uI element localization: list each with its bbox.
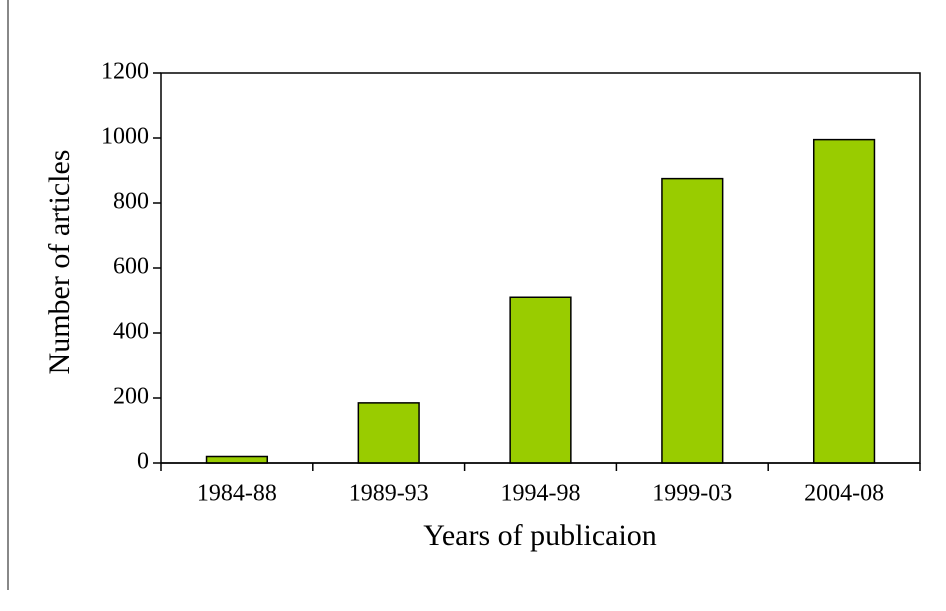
x-tick-label: 1994-98 <box>501 481 581 507</box>
x-tick-label: 1989-93 <box>349 481 429 507</box>
y-tick-label: 200 <box>113 384 149 410</box>
y-tick-label: 0 <box>137 449 149 475</box>
y-tick-label: 400 <box>113 319 149 345</box>
y-tick-label: 1000 <box>101 124 149 150</box>
y-tick-label: 800 <box>113 189 149 215</box>
x-tick-label: 1984-88 <box>197 481 277 507</box>
bar <box>205 455 269 464</box>
x-tick-label: 1999-03 <box>652 481 732 507</box>
bar <box>357 402 420 464</box>
bar <box>661 177 724 464</box>
bar <box>812 138 876 464</box>
x-tick-label: 2004-08 <box>804 481 884 507</box>
y-tick-label: 600 <box>113 254 149 280</box>
x-axis-title: Years of publicaion <box>423 519 657 552</box>
y-tick-label: 1200 <box>101 59 149 85</box>
bar <box>509 296 572 464</box>
y-axis-title: Number of articles <box>43 150 76 375</box>
